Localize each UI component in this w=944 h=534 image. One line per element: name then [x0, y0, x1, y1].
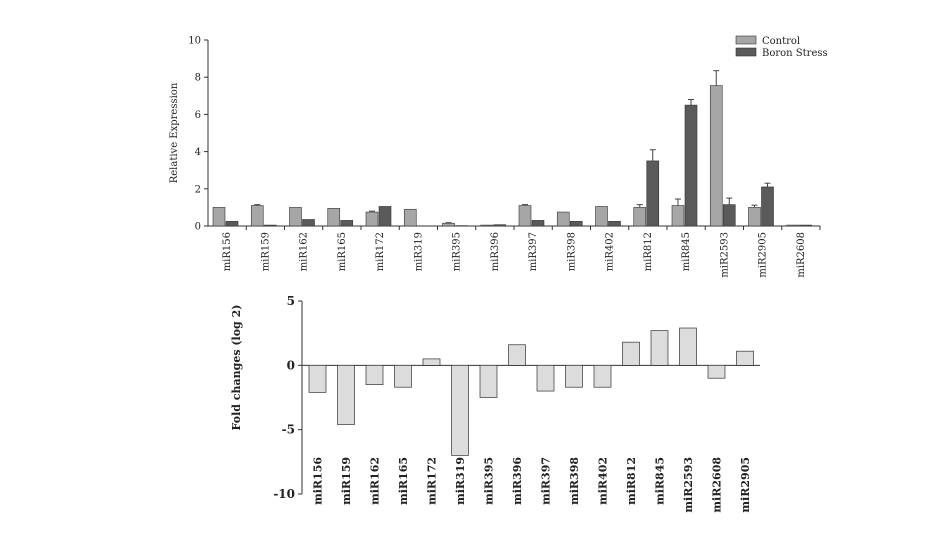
chart2-bar	[651, 331, 668, 366]
chart1-x-tick-label: miR812	[643, 232, 654, 271]
chart1-legend-label: Control	[762, 36, 800, 47]
chart2-y-tick-label: 5	[287, 294, 295, 308]
chart1-legend-swatch-boron-stress	[736, 48, 756, 56]
chart1-bar-control	[251, 206, 263, 226]
chart1-bar-control	[481, 225, 493, 226]
chart1-x-tick-label: miR162	[299, 232, 310, 271]
chart1-bar-control	[519, 206, 531, 226]
chart1-bar-control	[213, 207, 225, 226]
chart2-x-tick-label: miR172	[426, 457, 439, 505]
chart1-x-tick-label: miR165	[337, 232, 348, 271]
chart1-x-tick-label: miR397	[528, 232, 539, 271]
chart2-bar	[338, 365, 355, 424]
chart1-y-tick-label: 2	[195, 184, 201, 195]
chart2-x-tick-label: miR159	[340, 457, 353, 505]
chart2-bar	[737, 351, 754, 365]
chart1-legend-swatch-control	[736, 36, 756, 44]
chart1-bar-control	[710, 86, 722, 226]
chart1-x-tick-label: miR396	[490, 232, 501, 271]
chart1-bar-control	[290, 207, 302, 226]
chart2-bar	[423, 359, 440, 365]
chart1-bar-control	[596, 206, 608, 226]
chart2-bar	[366, 365, 383, 384]
chart1-x-tick-label: miR159	[260, 232, 271, 271]
chart2-x-tick-label: miR2905	[739, 457, 752, 513]
chart1-x-tick-label: miR156	[222, 232, 233, 271]
chart1-bar-boron-stress	[800, 225, 812, 226]
chart2-bar	[594, 365, 611, 387]
chart1-x-tick-label: miR395	[452, 232, 463, 271]
chart2-y-tick-label: -10	[273, 487, 295, 501]
chart1-bar-boron-stress	[723, 205, 735, 226]
chart2-x-tick-label: miR402	[597, 457, 610, 505]
chart2-x-tick-label: miR2593	[682, 457, 695, 513]
chart2-x-tick-label: miR398	[568, 457, 581, 505]
chart2-bar	[452, 365, 469, 455]
chart1-x-tick-label: miR402	[605, 232, 616, 271]
chart2-x-tick-label: miR812	[625, 457, 638, 505]
chart2-x-tick-label: miR397	[540, 457, 553, 505]
chart1-x-tick-label: miR172	[375, 232, 386, 271]
chart1-bar-control	[634, 207, 646, 226]
chart1-x-tick-label: miR398	[566, 232, 577, 271]
chart2-x-tick-label: miR395	[483, 457, 496, 505]
chart1-x-tick-label: miR845	[681, 232, 692, 271]
chart2-y-tick-label: -5	[282, 423, 295, 437]
chart2-x-tick-label: miR162	[369, 457, 382, 505]
chart2-bar	[509, 345, 526, 366]
chart2-bar	[395, 365, 412, 387]
chart1-bar-control	[557, 212, 569, 226]
chart2-bar	[309, 365, 326, 392]
chart1-bar-boron-stress	[494, 225, 506, 226]
chart1-legend-label: Boron Stress	[762, 48, 828, 59]
chart1-y-axis-title: Relative Expression	[169, 82, 180, 183]
chart1-y-tick-label: 10	[188, 36, 201, 47]
chart1-bar-boron-stress	[379, 206, 391, 226]
chart2-bar	[537, 365, 554, 391]
chart1-y-tick-label: 4	[195, 147, 201, 158]
chart1-bar-control	[787, 225, 799, 226]
chart1-x-tick-label: miR319	[413, 232, 424, 271]
chart2-x-tick-label: miR2608	[711, 457, 724, 513]
chart1-y-tick-label: 6	[195, 110, 201, 121]
chart1-bar-boron-stress	[303, 219, 315, 226]
chart1-y-tick-label: 0	[195, 222, 201, 233]
chart1-bar-boron-stress	[264, 225, 276, 226]
chart1-bar-control	[672, 206, 684, 226]
chart2-x-tick-label: miR156	[312, 457, 325, 505]
chart2-bar	[566, 365, 583, 387]
chart1-bar-boron-stress	[226, 221, 238, 226]
chart1-bar-control	[366, 212, 378, 226]
chart2-y-tick-label: 0	[287, 358, 295, 372]
chart1-bar-boron-stress	[762, 187, 774, 226]
chart1-x-tick-label: miR2593	[719, 232, 730, 278]
chart2-x-tick-label: miR845	[654, 457, 667, 505]
chart1-bar-boron-stress	[341, 220, 353, 226]
chart1-bar-boron-stress	[609, 221, 621, 226]
chart2-x-tick-label: miR319	[454, 457, 467, 505]
chart1-bar-control	[328, 208, 340, 226]
chart1-bar-control	[749, 207, 761, 226]
chart1-x-tick-label: miR2905	[758, 232, 769, 278]
chart2-y-axis-title: Fold changes (log 2)	[230, 305, 243, 431]
chart1-bar-control	[443, 223, 455, 226]
chart1-y-tick-label: 8	[195, 73, 201, 84]
chart2-x-tick-label: miR396	[511, 457, 524, 505]
chart2-x-tick-label: miR165	[397, 457, 410, 505]
chart1-bar-boron-stress	[570, 221, 582, 226]
chart2-bar	[623, 342, 640, 365]
chart2-bar	[708, 365, 725, 378]
chart2-bar	[680, 328, 697, 365]
chart1-bar-boron-stress	[647, 161, 659, 226]
chart1-x-tick-label: miR2608	[796, 232, 807, 278]
chart1-bar-control	[404, 209, 416, 226]
chart1-bar-boron-stress	[685, 105, 697, 226]
chart2-bar	[480, 365, 497, 397]
chart1-bar-boron-stress	[532, 220, 544, 226]
